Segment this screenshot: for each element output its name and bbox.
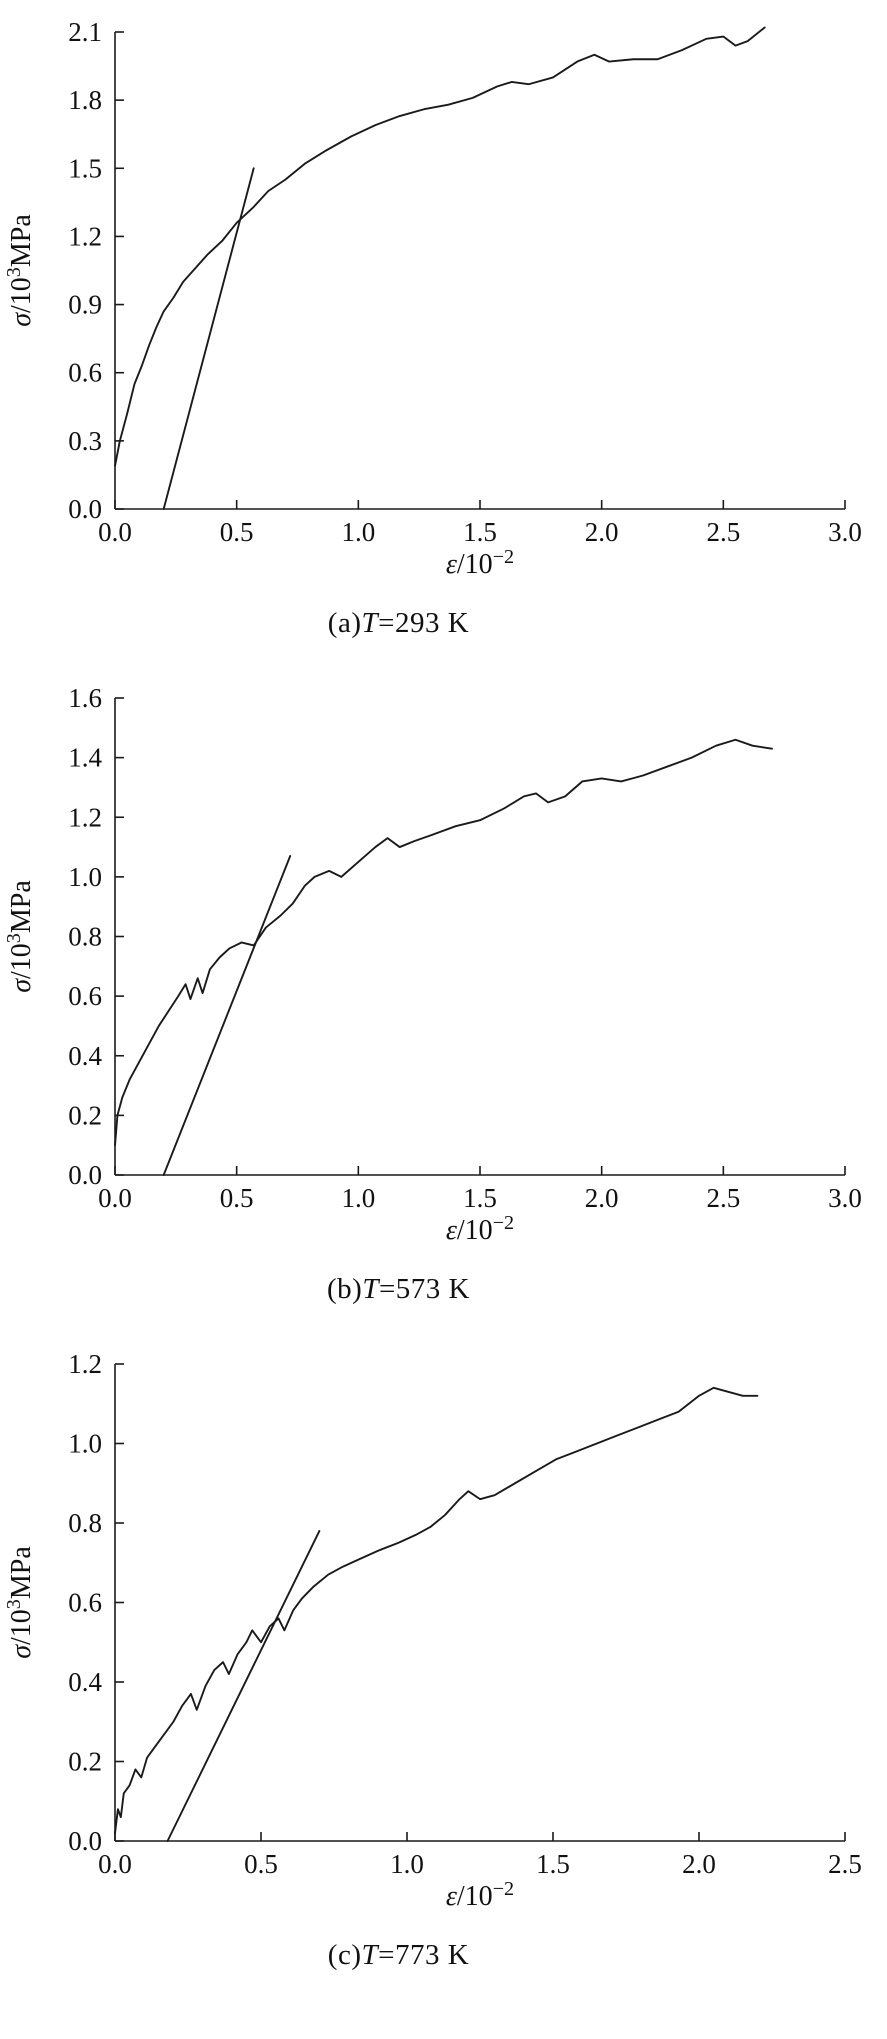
y-tick-label: 1.2 [68,221,102,251]
axis-label-part: /10 [457,1881,493,1912]
x-tick-label: 0.5 [244,1849,278,1879]
x-tick-label: 2.5 [828,1849,862,1879]
axis-label-part: 3 [3,1599,25,1609]
caption-symbol: T [361,607,379,639]
y-tick-label: 0.9 [68,290,102,320]
y-tick-label: 1.5 [68,153,102,183]
x-tick-label: 1.5 [463,1183,497,1213]
y-tick-label: 0.0 [68,1160,102,1190]
x-tick-label: 0.5 [220,1183,254,1213]
x-tick-label: 2.0 [585,517,619,547]
x-axis-label: ε/10−2 [446,1212,514,1246]
x-tick-label: 3.0 [828,1183,862,1213]
y-tick-label: 0.6 [68,358,102,388]
axis-label-part: /10 [6,277,37,313]
stress-strain-curve [114,738,773,1147]
stress-strain-chart-573k: 0.0 0.5 1.0 1.5 2.0 2.5 3.0 0.0 0.2 0.4 0.6 0.8 1.0 1… [3,683,862,1246]
axis-label-part: MPa [6,1546,37,1599]
x-tick-label: 1.5 [463,517,497,547]
elastic-tangent-line [162,167,255,510]
axis-label-part: −2 [493,1878,514,1900]
elastic-tangent-line [166,1529,321,1842]
x-tick-label: 0.5 [220,517,254,547]
axis-label-part: /10 [6,1609,37,1645]
x-tick-label: 1.0 [390,1849,424,1879]
axis-label-part: /10 [457,1215,493,1246]
x-tick-label: 1.0 [341,517,375,547]
y-tick-label: 1.0 [68,862,102,892]
y-tick-label: 0.6 [68,981,102,1011]
y-axis-label: σ/103MPa [3,880,37,993]
y-tick-label: 0.8 [68,922,102,952]
axis-label-part: −2 [493,546,514,568]
y-tick-label: 0.0 [68,494,102,524]
y-tick-label: 0.2 [68,1747,102,1777]
x-tick-label: 0.0 [98,1183,132,1213]
y-tick-label: 0.2 [68,1100,102,1130]
axis-label-part: ε [446,1881,457,1912]
y-tick-label: 2.1 [68,17,102,47]
y-tick-label: 1.2 [68,802,102,832]
caption-value: =573 K [378,1273,471,1305]
chart-caption-a: (a)T=293 K [0,607,887,640]
y-axis-label: σ/103MPa [3,214,37,327]
stress-strain-chart-773k: 0.0 0.5 1.0 1.5 2.0 2.5 0.0 0.2 0.4 0.6 0.8 1.0 1.2 ε… [3,1349,862,1912]
y-tick-label: 1.4 [68,743,102,773]
x-tick-label: 1.0 [341,1183,375,1213]
caption-prefix: (a) [327,607,362,639]
axis-label-part: ε [446,549,457,580]
x-axis-label: ε/10−2 [446,1878,514,1912]
y-tick-label: 0.3 [68,426,102,456]
stress-strain-curve [114,26,766,467]
caption-value: =773 K [378,1939,470,1971]
axis-label-part: /10 [457,549,493,580]
axis-label-part: σ [6,978,37,993]
y-tick-label: 1.0 [68,1429,102,1459]
chart-caption-b: (b)T=573 K [0,1273,887,1306]
y-tick-label: 0.0 [68,1826,102,1856]
axis-label-part: MPa [6,880,37,933]
chart-panel-b: 0.0 0.5 1.0 1.5 2.0 2.5 3.0 0.0 0.2 0.4 0.6 0.8 1.0 1… [0,670,887,1306]
x-axis-label: ε/10−2 [446,546,514,580]
x-tick-label: 2.0 [585,1183,619,1213]
axis-label-part: −2 [493,1212,514,1234]
axis-label-part: σ [6,312,37,327]
y-axis-label: σ/103MPa [3,1546,37,1659]
x-tick-label: 1.5 [536,1849,570,1879]
y-tick-label: 0.4 [68,1667,102,1697]
caption-symbol: T [362,1273,379,1305]
axis-label-part: /10 [6,943,37,979]
caption-prefix: (b) [326,1273,363,1305]
y-tick-label: 0.6 [68,1588,102,1618]
axis-label-part: MPa [6,214,37,267]
chart-caption-c: (c)T=773 K [0,1939,887,1972]
axis-label-part: ε [446,1215,457,1246]
chart-panel-c: 0.0 0.5 1.0 1.5 2.0 2.5 0.0 0.2 0.4 0.6 0.8 1.0 1.2 ε… [0,1336,887,1972]
y-tick-label: 1.8 [68,85,102,115]
chart-panel-a: 0.0 0.5 1.0 1.5 2.0 2.5 3.0 0.0 0.3 0.6 0.9 1.2 1.5 1… [0,4,887,640]
caption-value: =293 K [378,607,470,639]
y-tick-label: 0.4 [68,1041,102,1071]
y-tick-label: 0.8 [68,1508,102,1538]
axis-label-part: 3 [3,933,25,943]
x-tick-label: 3.0 [828,517,862,547]
x-tick-label: 2.5 [706,1183,740,1213]
stress-strain-curve [114,1386,759,1834]
x-tick-label: 2.0 [682,1849,716,1879]
x-tick-label: 0.0 [98,1849,132,1879]
elastic-tangent-line [162,855,292,1176]
y-tick-label: 1.2 [68,1349,102,1379]
y-tick-label: 1.6 [68,683,102,713]
stress-strain-chart-293k: 0.0 0.5 1.0 1.5 2.0 2.5 3.0 0.0 0.3 0.6 0.9 1.2 1.5 1… [3,17,862,580]
x-tick-label: 2.5 [706,517,740,547]
figure-page: 0.0 0.5 1.0 1.5 2.0 2.5 3.0 0.0 0.3 0.6 0.9 1.2 1.5 1… [0,4,887,1972]
caption-symbol: T [361,1939,379,1971]
axis-label-part: 3 [3,267,25,277]
axis-label-part: σ [6,1644,37,1659]
x-tick-label: 0.0 [98,517,132,547]
caption-prefix: (c) [327,1939,362,1971]
